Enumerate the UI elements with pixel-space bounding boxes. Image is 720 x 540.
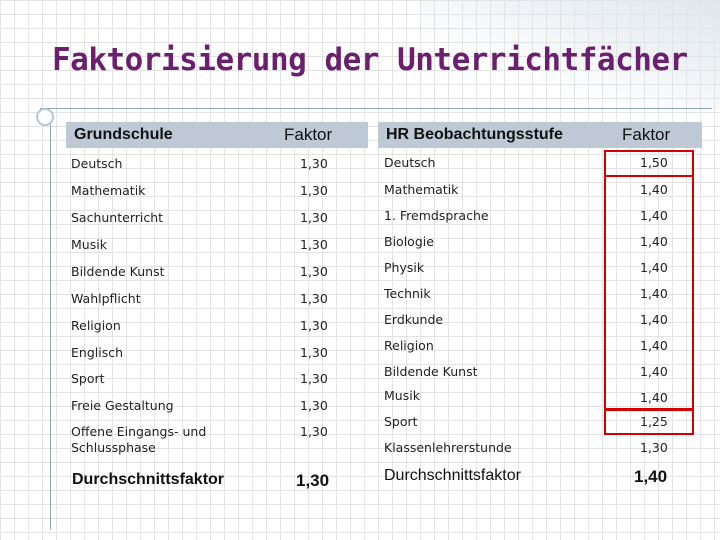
- left-row-factor: 1,30: [300, 398, 328, 413]
- right-row-factor: 1,25: [640, 414, 668, 429]
- right-row-subject: Klassenlehrerstunde: [384, 440, 512, 455]
- left-footer-factor: 1,30: [296, 471, 330, 490]
- left-table-header: Grundschule Faktor: [66, 122, 368, 148]
- right-row-factor: 1,40: [640, 338, 668, 353]
- right-header-subject: HR Beobachtungsstufe: [386, 126, 563, 143]
- right-row-factor: 1,40: [640, 364, 668, 379]
- right-row-subject: Bildende Kunst: [384, 364, 478, 379]
- right-row-subject: Biologie: [384, 234, 434, 249]
- right-row-subject: Technik: [384, 286, 431, 301]
- right-row-subject: Religion: [384, 338, 434, 353]
- left-footer-label: Durchschnittsfaktor: [72, 471, 225, 488]
- right-row-factor: 1,40: [640, 260, 668, 275]
- left-row-factor: 1,30: [300, 156, 328, 171]
- right-footer-label: Durchschnittsfaktor: [384, 467, 521, 484]
- right-row-subject: Musik: [384, 388, 420, 403]
- left-row-subject: Bildende Kunst: [71, 264, 165, 279]
- highlight-box-bottom: [604, 408, 694, 435]
- title-divider: [40, 108, 712, 109]
- right-row-factor: 1,40: [640, 182, 668, 197]
- left-row-factor: 1,30: [300, 183, 328, 198]
- right-row-factor: 1,40: [640, 286, 668, 301]
- right-row-factor: 1,40: [640, 208, 668, 223]
- corner-decoration: [420, 0, 720, 110]
- right-footer-factor: 1,40: [634, 467, 668, 486]
- highlight-box-middle: [604, 176, 694, 411]
- right-row-factor: 1,40: [640, 312, 668, 327]
- left-row-factor: 1,30: [300, 345, 328, 360]
- right-table-header: HR Beobachtungsstufe Faktor: [378, 122, 702, 148]
- highlight-box-top: [604, 150, 694, 177]
- right-header-factor: Faktor: [622, 125, 671, 144]
- left-row-subject: Freie Gestaltung: [71, 398, 174, 413]
- right-row-subject: Deutsch: [384, 155, 436, 170]
- right-row-subject: Erdkunde: [384, 312, 444, 327]
- right-row-factor: 1,40: [640, 390, 668, 405]
- left-header-factor: Faktor: [284, 125, 333, 144]
- bullet-circle-icon: [36, 108, 54, 126]
- right-row-subject: Physik: [384, 260, 425, 275]
- left-row-subject: Offene Eingangs- und Schlussphase: [71, 424, 207, 455]
- left-row-factor: 1,30: [300, 237, 328, 252]
- vertical-divider: [50, 120, 51, 530]
- left-row-factor: 1,30: [300, 424, 328, 439]
- slide-title: Faktorisierung der Unterrichtfächer: [52, 42, 688, 78]
- left-header-subject: Grundschule: [74, 126, 173, 143]
- left-row-subject: Religion: [71, 318, 121, 333]
- right-row-factor: 1,50: [640, 155, 668, 170]
- right-row-subject: Mathematik: [384, 182, 459, 197]
- left-row-subject: Englisch: [71, 345, 124, 360]
- left-row-factor: 1,30: [300, 291, 328, 306]
- left-row-subject: Mathematik: [71, 183, 146, 198]
- right-row-factor: 1,30: [640, 440, 668, 455]
- left-row-factor: 1,30: [300, 264, 328, 279]
- left-row-subject: Sachunterricht: [71, 210, 164, 225]
- left-row-subject: Musik: [71, 237, 107, 252]
- right-row-subject: 1. Fremdsprache: [384, 208, 489, 223]
- right-row-subject: Sport: [384, 414, 418, 429]
- left-row-factor: 1,30: [300, 210, 328, 225]
- left-row-factor: 1,30: [300, 318, 328, 333]
- left-row-factor: 1,30: [300, 371, 328, 386]
- right-row-factor: 1,40: [640, 234, 668, 249]
- left-row-subject: Sport: [71, 371, 105, 386]
- left-row-subject: Deutsch: [71, 156, 123, 171]
- left-row-subject: Wahlpflicht: [71, 291, 141, 306]
